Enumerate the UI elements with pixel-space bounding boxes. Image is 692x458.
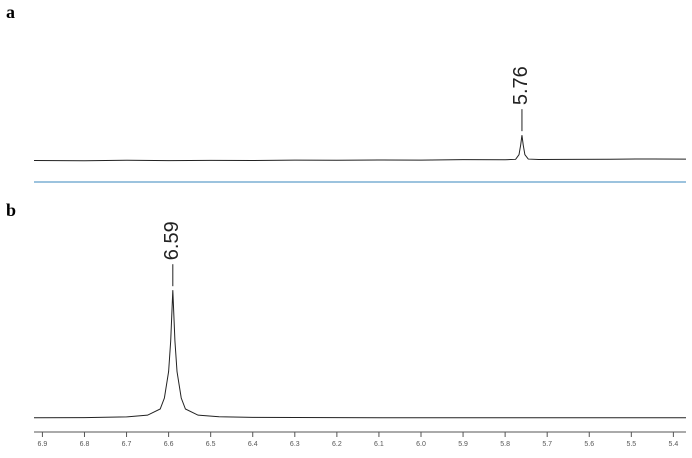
x-tick-label: 6.5 (206, 441, 216, 448)
panel-label: b (6, 200, 16, 220)
x-tick-label: 6.4 (248, 441, 258, 448)
x-tick-label: 6.2 (332, 441, 342, 448)
x-tick-label: 6.3 (290, 441, 300, 448)
spectrum-line (33, 290, 686, 419)
x-tick-label: 6.1 (374, 441, 384, 448)
x-tick-label: 6.6 (164, 441, 174, 448)
x-tick-label: 5.4 (669, 441, 679, 448)
peak-label: 6.59 (161, 221, 183, 260)
panel-label: a (6, 2, 15, 22)
x-tick-label: 5.9 (458, 441, 468, 448)
x-tick-label: 6.8 (80, 441, 90, 448)
x-tick-label: 5.5 (626, 441, 636, 448)
peak-label: 5.76 (510, 66, 532, 105)
x-tick-label: 6.9 (38, 441, 48, 448)
x-tick-label: 6.7 (122, 441, 132, 448)
spectrum-line (33, 135, 687, 162)
x-tick-label: 5.7 (542, 441, 552, 448)
x-tick-label: 5.8 (500, 441, 510, 448)
x-tick-label: 5.6 (584, 441, 594, 448)
x-tick-label: 6.0 (416, 441, 426, 448)
